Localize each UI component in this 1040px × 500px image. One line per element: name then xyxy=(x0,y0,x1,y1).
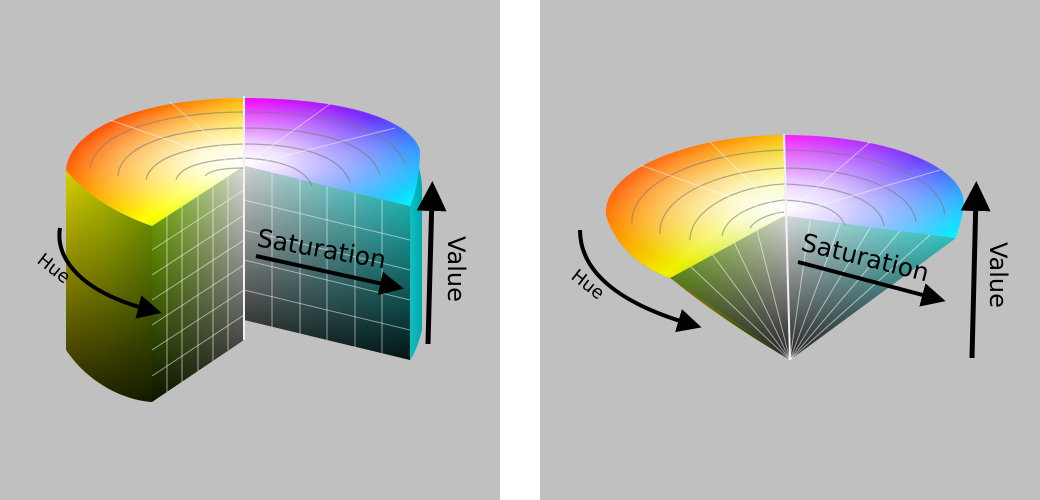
saturation-arrow xyxy=(255,254,404,296)
hue-label: Hue xyxy=(567,265,608,304)
hsv-cone-diagram: Hue Saturation Value xyxy=(567,133,1012,361)
saturation-arrow xyxy=(797,260,946,307)
hue-arrow xyxy=(57,227,162,319)
value-arrow xyxy=(416,181,447,345)
cut-face-grid-right xyxy=(243,172,411,353)
value-label: Value xyxy=(984,242,1012,308)
cone-cut-face-spokes xyxy=(689,219,931,361)
hue-arrow xyxy=(578,229,702,333)
hsv-cylinder-diagram: Hue Saturation Value xyxy=(33,96,470,402)
hsv-cone-panel: Hue Saturation Value xyxy=(540,0,1040,500)
cone-axis-line xyxy=(783,133,791,361)
cone-top-hue-disk xyxy=(605,135,965,278)
value-label: Value xyxy=(442,236,470,302)
cut-face-grid-left xyxy=(151,176,245,392)
hsv-cylinder-panel: Hue Saturation Value xyxy=(0,0,500,500)
value-arrow xyxy=(960,181,991,359)
